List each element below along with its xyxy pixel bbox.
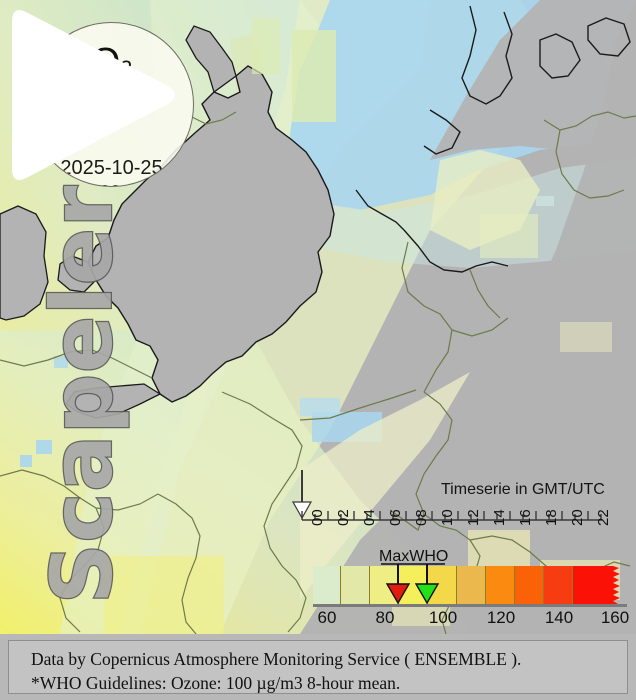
forecast-date: 2025-10-25: [60, 157, 163, 179]
colorbar-tick-160: 160: [600, 608, 630, 627]
timeserie-label: Timeserie in GMT/UTC: [441, 481, 605, 498]
colorbar-tick-140: 140: [544, 608, 574, 627]
forecast-subtitle: forecast: [30, 180, 193, 187]
play-button[interactable]: [0, 0, 180, 190]
time-axis[interactable]: 00 02 04 06 08 10 12 14 16 18 20 22: [292, 470, 636, 538]
map-raster: [0, 0, 636, 634]
colorbar-tick-80: 80: [375, 608, 395, 627]
play-triangle-icon: [12, 10, 175, 180]
who-marker-arrow[interactable]: [414, 583, 440, 605]
colorbar-segment-max: [573, 566, 613, 604]
time-tick-14[interactable]: 14: [491, 509, 508, 526]
time-tick-10[interactable]: 10: [439, 509, 456, 526]
map-canvas[interactable]: Scapeler O3 2025-10-25 forecast: [0, 0, 636, 634]
caption-line-1: Data by Copernicus Atmosphere Monitoring…: [31, 649, 522, 669]
colorbar-tick-60: 60: [317, 608, 337, 627]
time-tick-04[interactable]: 04: [361, 509, 378, 526]
time-tick-22[interactable]: 22: [595, 509, 612, 526]
colorbar-legend[interactable]: MaxWHO: [305, 548, 629, 630]
caption-line-2: *WHO Guidelines: Ozone: 100 µg/m3 8-hour…: [31, 673, 401, 694]
caption-panel: Data by Copernicus Atmosphere Monitoring…: [8, 640, 628, 694]
time-tick-06[interactable]: 06: [387, 509, 404, 526]
time-tick-02[interactable]: 02: [335, 509, 352, 526]
who-markers: [381, 563, 445, 605]
time-tick-12[interactable]: 12: [465, 509, 482, 526]
time-cursor-marker[interactable]: [292, 501, 313, 520]
time-tick-08[interactable]: 08: [413, 509, 430, 526]
colorbar-segment: [457, 566, 486, 604]
time-tick-16[interactable]: 16: [517, 509, 534, 526]
colorbar-segment: [486, 566, 515, 604]
colorbar-segment: [544, 566, 573, 604]
colorbar-tick-100: 100: [428, 608, 458, 627]
colorbar-tick-120: 120: [486, 608, 516, 627]
time-ticks: [301, 511, 602, 520]
colorbar-axis: [313, 604, 627, 607]
colorbar-segment: [515, 566, 544, 604]
time-tick-20[interactable]: 20: [569, 509, 586, 526]
time-tick-18[interactable]: 18: [543, 509, 560, 526]
maxwho-label: MaxWHO: [379, 548, 449, 565]
colorbar-ragged-edge: [613, 566, 620, 604]
colorbar-segment: [313, 566, 341, 604]
colorbar-segment: [341, 566, 370, 604]
time-axis-graphics: [292, 470, 602, 521]
time-tick-00[interactable]: 00: [309, 509, 326, 526]
max-marker-arrow[interactable]: [385, 583, 411, 605]
